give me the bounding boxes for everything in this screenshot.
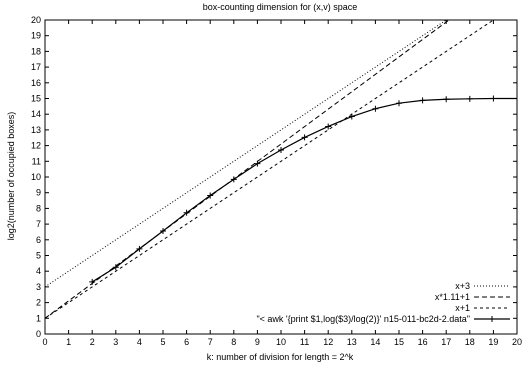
x-tick-label: 6 xyxy=(184,337,189,347)
y-tick-label: 9 xyxy=(36,188,41,198)
x-tick-label: 7 xyxy=(208,337,213,347)
x-tick-label: 4 xyxy=(137,337,142,347)
x-axis: 0 1 2 3 4 5 6 7 8 9 10 11 12 13 14 15 16 17 18 19 20 xyxy=(42,20,522,347)
y-tick-label: 17 xyxy=(31,62,41,72)
x-tick-label: 15 xyxy=(394,337,404,347)
y-tick-label: 16 xyxy=(31,78,41,88)
y-tick-label: 3 xyxy=(36,282,41,292)
data-point xyxy=(136,245,143,252)
x-tick-label: 17 xyxy=(441,337,451,347)
data-point xyxy=(301,134,308,141)
x-tick-label: 18 xyxy=(465,337,475,347)
chart-title: box-counting dimension for (x,v) space xyxy=(203,2,358,12)
data-point xyxy=(254,160,261,167)
data-point xyxy=(230,176,237,183)
data-point xyxy=(419,97,426,104)
y-tick-label: 0 xyxy=(36,329,41,339)
data-point xyxy=(443,96,450,103)
x-tick-label: 1 xyxy=(66,337,71,347)
y-tick-label: 20 xyxy=(31,15,41,25)
y-tick-label: 15 xyxy=(31,94,41,104)
x-axis-label: k: number of division for length = 2^k xyxy=(207,352,354,362)
function-line xyxy=(45,20,448,288)
series-2 xyxy=(45,20,495,319)
x-tick-label: 16 xyxy=(418,337,428,347)
x-tick-label: 5 xyxy=(160,337,165,347)
x-tick-label: 8 xyxy=(231,337,236,347)
x-tick-label: 13 xyxy=(347,337,357,347)
data-point xyxy=(372,105,379,112)
x-tick-label: 10 xyxy=(276,337,286,347)
x-tick-label: 3 xyxy=(113,337,118,347)
y-tick-label: 2 xyxy=(36,298,41,308)
x-tick-label: 19 xyxy=(488,337,498,347)
y-tick-label: 19 xyxy=(31,31,41,41)
y-tick-label: 14 xyxy=(31,109,41,119)
series-3 xyxy=(89,95,517,285)
data-point xyxy=(396,100,402,107)
x-tick-label: 12 xyxy=(323,337,333,347)
y-tick-label: 7 xyxy=(36,219,41,229)
legend-label: x*1.11+1 xyxy=(435,292,470,302)
data-point xyxy=(325,123,332,130)
y-tick-label: 5 xyxy=(36,251,41,261)
data-point xyxy=(514,95,517,102)
y-tick-label: 8 xyxy=(36,203,41,213)
data-point xyxy=(160,228,166,235)
legend-label: "< awk '{print $1,log($3)/log(2)}' n15-0… xyxy=(256,314,470,324)
series-0 xyxy=(45,20,448,288)
data-point xyxy=(89,278,96,285)
data-point xyxy=(112,264,119,271)
function-line xyxy=(45,20,450,319)
y-tick-label: 4 xyxy=(36,266,41,276)
series-layer xyxy=(45,20,517,319)
function-line xyxy=(45,20,495,319)
data-point xyxy=(466,95,473,102)
series-1 xyxy=(45,20,450,319)
y-tick-label: 6 xyxy=(36,235,41,245)
y-tick-label: 18 xyxy=(31,46,41,56)
x-tick-label: 0 xyxy=(42,337,47,347)
x-tick-label: 2 xyxy=(90,337,95,347)
y-tick-label: 1 xyxy=(36,313,41,323)
y-tick-label: 13 xyxy=(31,125,41,135)
legend-label: x+3 xyxy=(455,281,470,291)
y-tick-label: 10 xyxy=(31,172,41,182)
data-point xyxy=(183,209,190,216)
y-axis-label: log2(number of occupied boxes) xyxy=(6,112,16,241)
x-tick-label: 11 xyxy=(300,337,309,347)
legend: x+3x*1.11+1x+1"< awk '{print $1,log($3)/… xyxy=(256,281,510,324)
data-point xyxy=(278,146,284,153)
data-point xyxy=(348,113,355,120)
y-tick-label: 11 xyxy=(32,156,41,166)
data-point xyxy=(490,95,497,102)
x-tick-label: 20 xyxy=(512,337,522,347)
y-tick-label: 12 xyxy=(31,141,41,151)
data-point xyxy=(207,192,214,199)
legend-label: x+1 xyxy=(455,303,470,313)
x-tick-label: 14 xyxy=(370,337,380,347)
legend-marker xyxy=(489,316,495,322)
plot-frame xyxy=(44,19,518,335)
x-tick-label: 9 xyxy=(255,337,260,347)
